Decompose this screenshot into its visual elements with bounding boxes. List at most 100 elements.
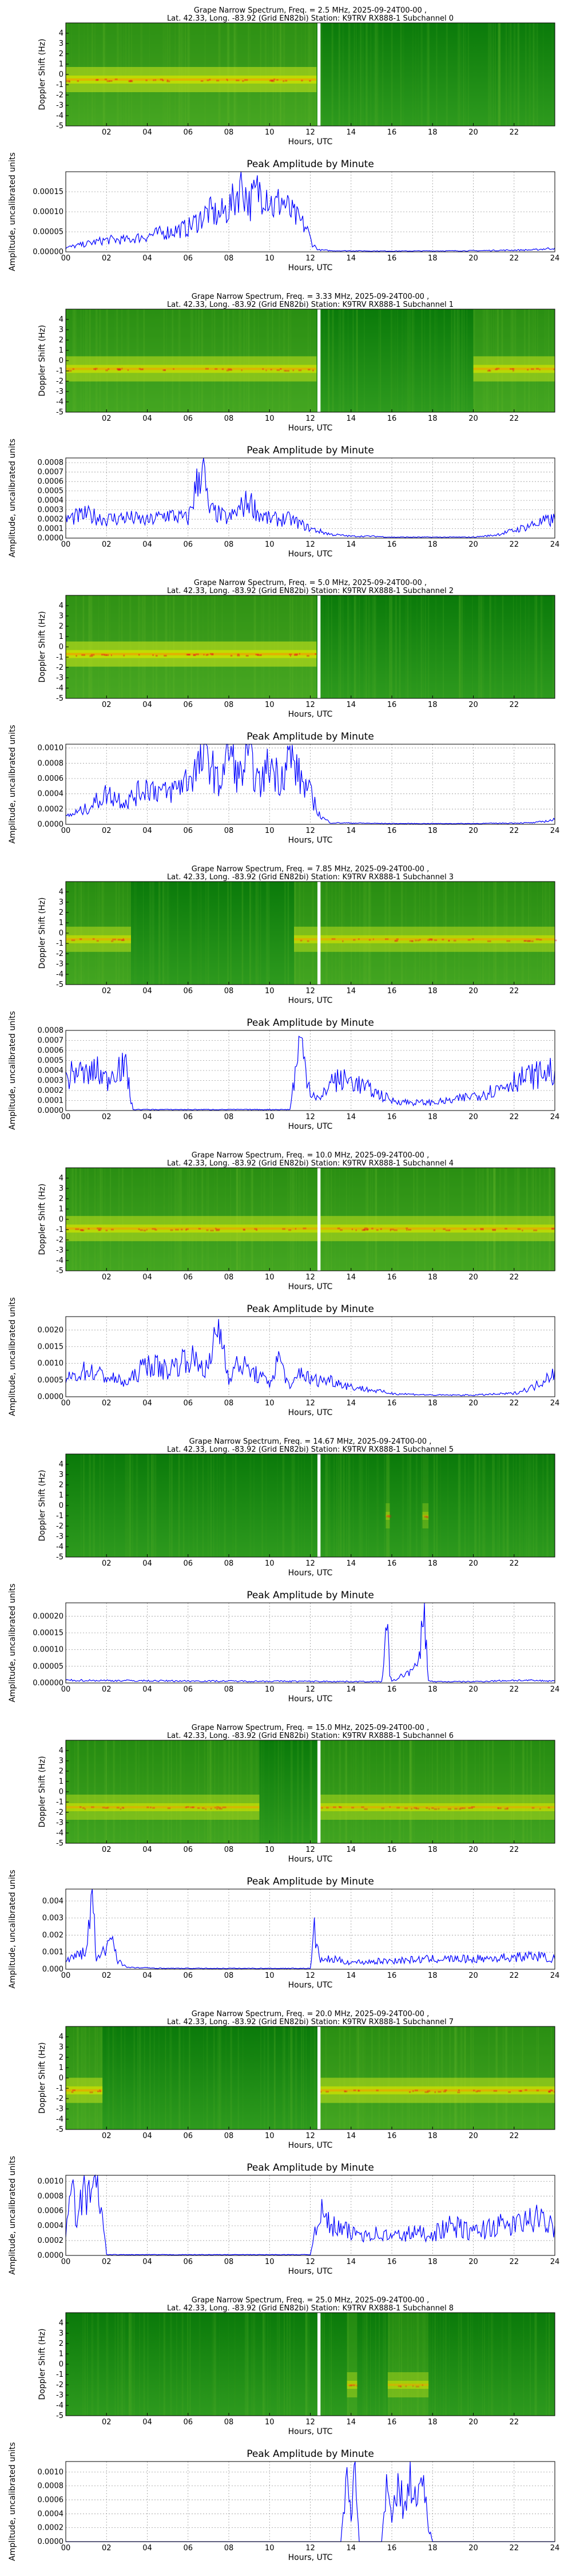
noise-streak — [421, 309, 423, 412]
noise-streak — [287, 882, 289, 985]
x-tick-label: 20 — [468, 1273, 478, 1282]
carrier-peak — [186, 654, 190, 656]
y-tick-label: 1 — [59, 1491, 63, 1500]
noise-streak — [121, 2313, 123, 2416]
noise-streak — [251, 1740, 252, 1843]
data-gap — [317, 882, 321, 985]
carrier-peak — [216, 1806, 219, 1808]
plot-frame — [65, 744, 555, 825]
x-tick-label: 22 — [509, 414, 519, 423]
x-tick-label: 02 — [102, 540, 112, 549]
carrier-peak — [201, 1807, 205, 1809]
noise-streak — [458, 1454, 460, 1557]
carrier-peak — [99, 2089, 101, 2091]
carrier-peak — [105, 369, 108, 372]
carrier-band — [422, 1512, 429, 1520]
carrier-peak — [433, 1229, 436, 1231]
noise-streak — [224, 1454, 226, 1557]
carrier-peak — [387, 1515, 392, 1517]
noise-streak — [159, 2313, 160, 2416]
carrier-peak — [203, 654, 205, 656]
noise-streak — [69, 1740, 71, 1843]
noise-streak — [422, 595, 424, 698]
noise-streak — [443, 595, 444, 698]
noise-streak — [220, 2026, 221, 2129]
carrier-peak — [427, 2090, 431, 2092]
noise-streak — [403, 1740, 404, 1843]
noise-streak — [436, 1454, 439, 1557]
y-axis-label: Amplitude, uncalibrated units — [8, 1297, 17, 1416]
carrier-peak — [127, 369, 129, 372]
noise-streak — [77, 1740, 80, 1843]
x-axis-label: Hours, UTC — [288, 2427, 333, 2436]
noise-streak — [164, 882, 167, 985]
x-tick-label: 12 — [305, 414, 315, 423]
noise-streak — [321, 595, 324, 698]
data-gap — [317, 309, 321, 412]
noise-streak — [458, 2313, 459, 2416]
y-tick-label: 0 — [59, 643, 63, 651]
carrier-peak — [140, 1229, 143, 1231]
x-tick-label: 04 — [142, 1113, 152, 1121]
x-tick-label: 08 — [224, 827, 234, 835]
carrier-peak — [122, 1807, 125, 1809]
carrier-peak — [376, 2089, 379, 2092]
y-tick-label: -1 — [56, 367, 63, 376]
carrier-peak — [472, 2089, 475, 2092]
y-tick-label: -3 — [56, 2391, 63, 2400]
noise-streak — [308, 2313, 310, 2416]
spectrogram-title: Grape Narrow Spectrum, Freq. = 10.0 MHz,… — [192, 1151, 429, 1160]
x-tick-label: 04 — [142, 2258, 152, 2266]
y-tick-label: -4 — [56, 112, 63, 120]
noise-streak — [376, 1740, 377, 1843]
carrier-peak — [289, 655, 291, 657]
carrier-peak — [227, 79, 228, 81]
noise-streak — [178, 1454, 180, 1557]
noise-streak — [350, 595, 352, 698]
amplitude-title: Peak Amplitude by Minute — [247, 445, 374, 456]
noise-streak — [208, 1740, 210, 1843]
noise-streak — [510, 2313, 511, 2416]
noise-streak — [202, 1454, 204, 1557]
noise-streak — [152, 1454, 155, 1557]
y-tick-label: -3 — [56, 1246, 63, 1255]
noise-streak — [241, 882, 243, 985]
noise-streak — [324, 1740, 325, 1843]
carrier-peak — [531, 940, 534, 942]
active-region — [66, 1740, 260, 1843]
x-tick-label: 16 — [387, 827, 397, 835]
noise-streak — [316, 1454, 318, 1557]
spectrogram-subtitle: Lat. 42.33, Long. -83.92 (Grid EN82bi) S… — [167, 873, 454, 882]
noise-streak — [166, 882, 169, 985]
noise-streak — [230, 882, 232, 985]
x-tick-label: 14 — [346, 414, 356, 423]
data-gap — [317, 595, 321, 698]
noise-streak — [310, 2026, 312, 2129]
x-tick-label: 16 — [387, 1685, 397, 1694]
noise-streak — [283, 2313, 285, 2416]
y-tick-label: -3 — [56, 388, 63, 396]
carrier-peak — [152, 1228, 156, 1230]
x-tick-label: 18 — [428, 1113, 438, 1121]
noise-streak — [516, 23, 517, 126]
carrier-peak — [138, 654, 140, 656]
noise-streak — [510, 23, 512, 126]
y-tick-label: 0.00015 — [33, 188, 63, 196]
y-tick-label: 2 — [59, 1481, 63, 1490]
carrier-peak — [404, 1807, 408, 1809]
carrier-core — [386, 1515, 390, 1517]
noise-streak — [325, 595, 327, 698]
x-tick-label: 18 — [428, 2418, 438, 2427]
x-tick-label: 08 — [224, 1399, 234, 1408]
carrier-peak — [216, 80, 220, 82]
y-tick-label: 0.0000 — [38, 2538, 64, 2546]
carrier-peak — [320, 2091, 322, 2093]
y-tick-label: 0.0005 — [38, 1376, 64, 1385]
x-tick-label: 10 — [265, 2418, 275, 2427]
noise-streak — [228, 2313, 229, 2416]
noise-streak — [358, 595, 360, 698]
x-tick-label: 04 — [142, 128, 152, 137]
noise-streak — [484, 2313, 485, 2416]
carrier-peak — [121, 1807, 124, 1809]
noise-streak — [184, 1740, 185, 1843]
